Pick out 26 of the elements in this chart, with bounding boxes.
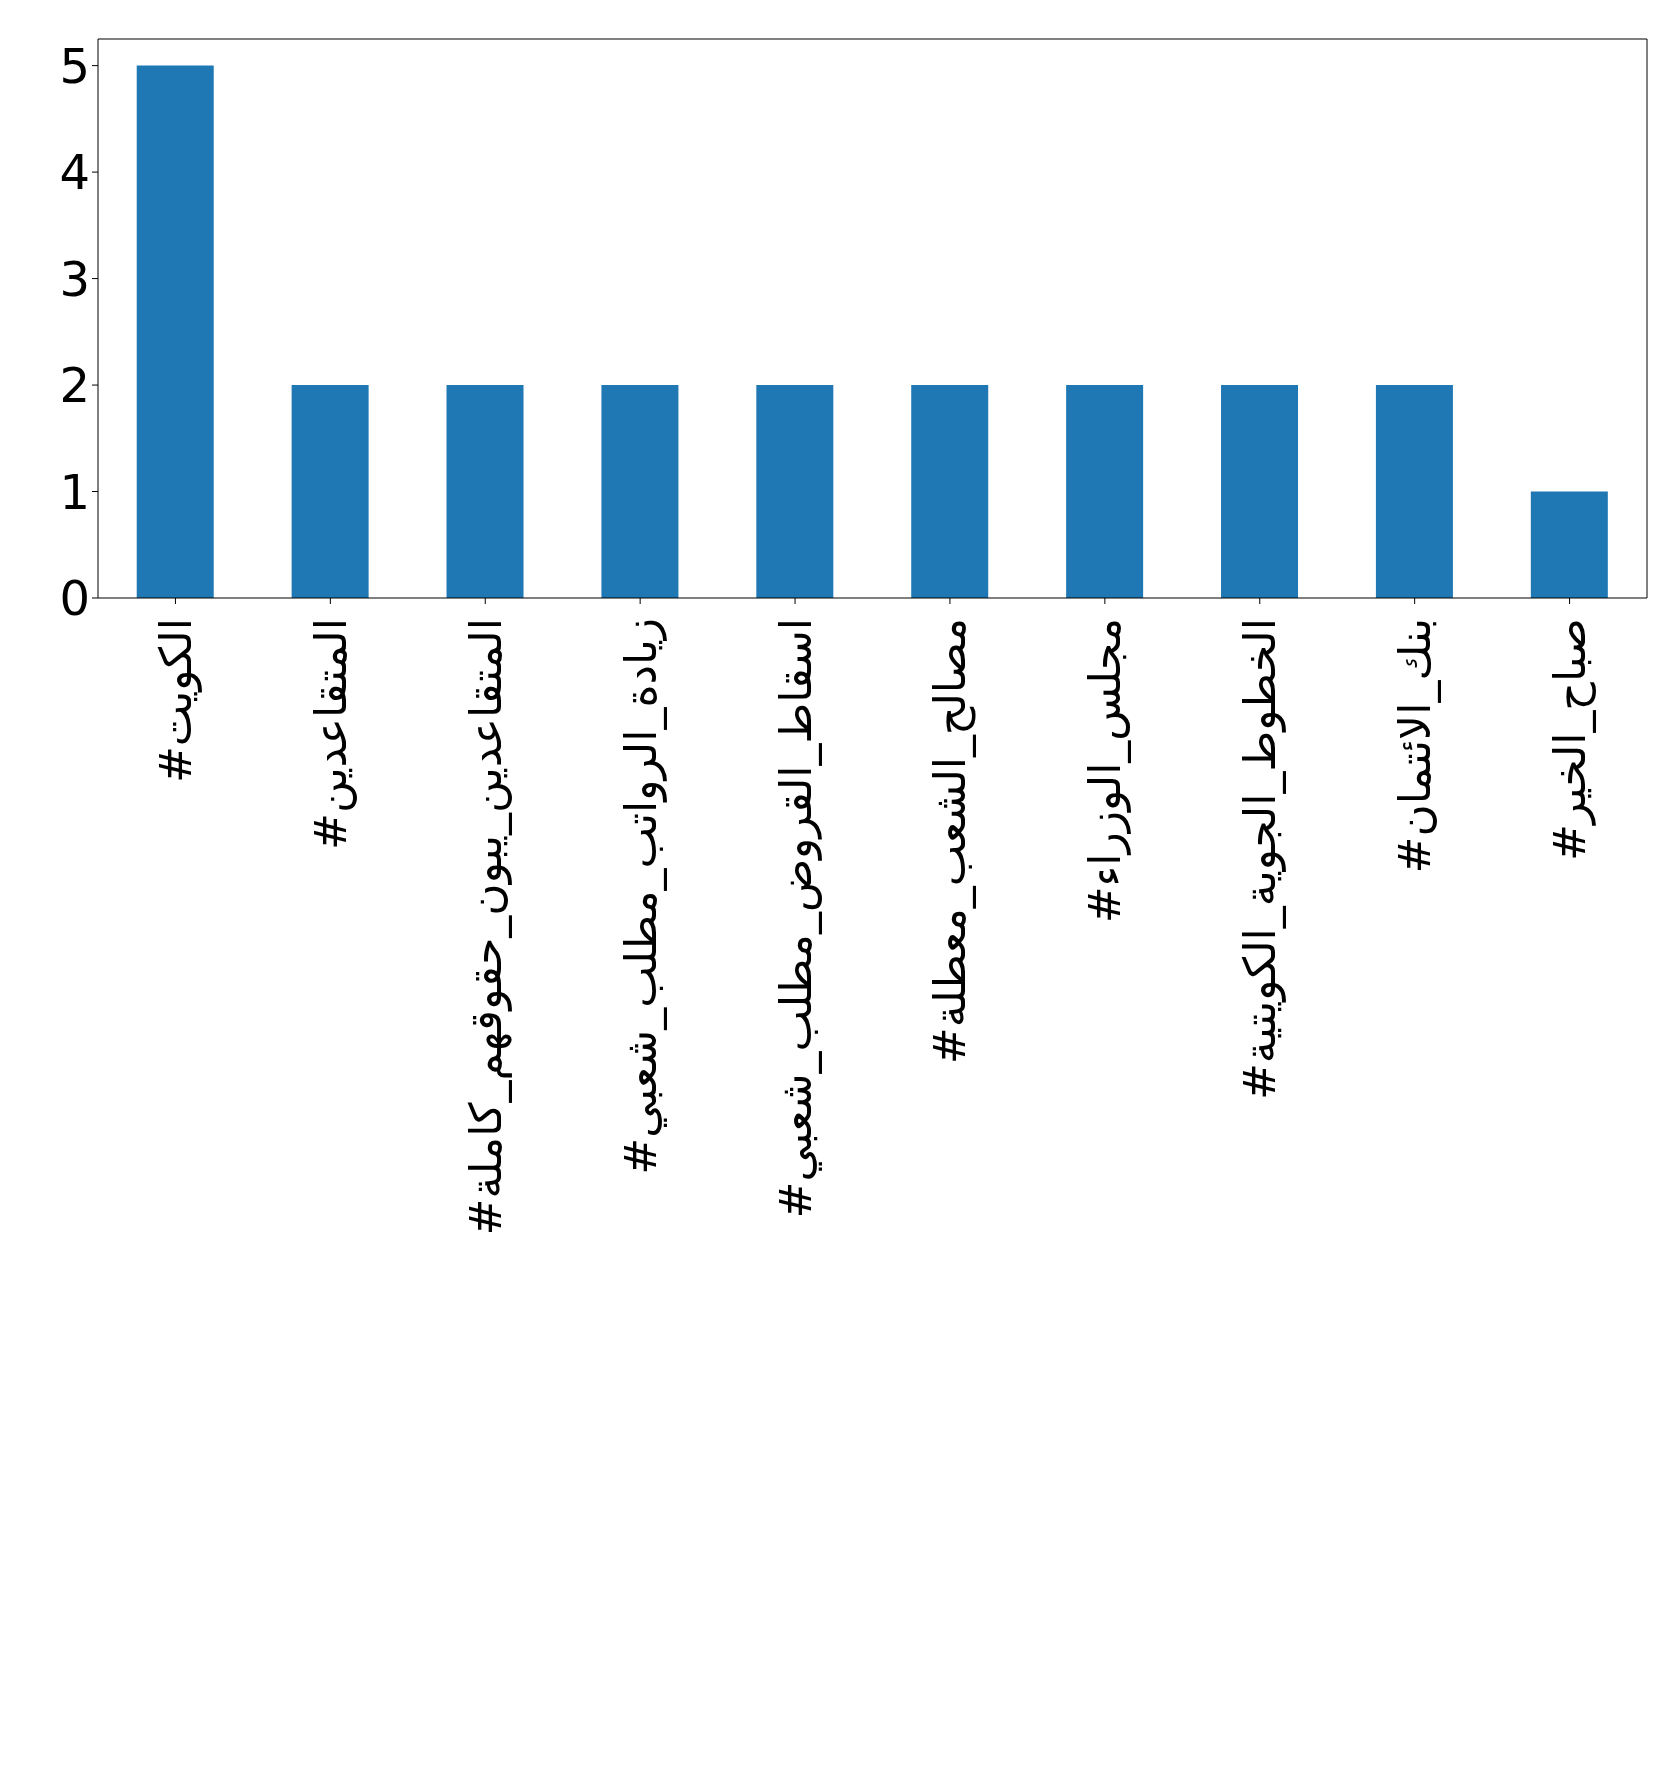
x-tick-label: #بنك_الائتمان [1389, 618, 1442, 874]
y-tick-label: 2 [59, 357, 90, 414]
bar [446, 385, 524, 598]
bar [1221, 385, 1299, 598]
bar [291, 385, 369, 598]
bar [911, 385, 989, 598]
x-tick-label: #مجلس_الوزراء [1079, 618, 1132, 924]
x-tick-label: #اسقاط_القروض_مطلب_شعبي [769, 618, 822, 1219]
x-tick-label: #المتقاعدين_يبون_حقوقهم_كاملة [459, 618, 512, 1236]
bar [1066, 385, 1144, 598]
x-tick-label: #الخطوط_الجوية_الكويتية [1234, 618, 1287, 1101]
y-tick-label: 0 [59, 570, 90, 627]
x-tick-label: #زيادة_الرواتب_مطلب_شعبي [614, 618, 667, 1175]
y-tick-label: 1 [59, 463, 90, 520]
bar [1530, 491, 1608, 598]
y-tick-label: 3 [59, 250, 90, 307]
bar [1375, 385, 1453, 598]
x-tick-label: #مصالح_الشعب_معطلة [924, 618, 977, 1065]
x-tick-label: #صباح_الخير [1544, 618, 1597, 861]
x-tick-label: #الكويت [149, 618, 202, 783]
y-tick-label: 5 [59, 37, 90, 94]
x-tick-label: #المتقاعدين [304, 618, 357, 850]
bar [136, 65, 214, 598]
bar [601, 385, 679, 598]
y-tick-label: 4 [59, 144, 90, 201]
bar [756, 385, 834, 598]
